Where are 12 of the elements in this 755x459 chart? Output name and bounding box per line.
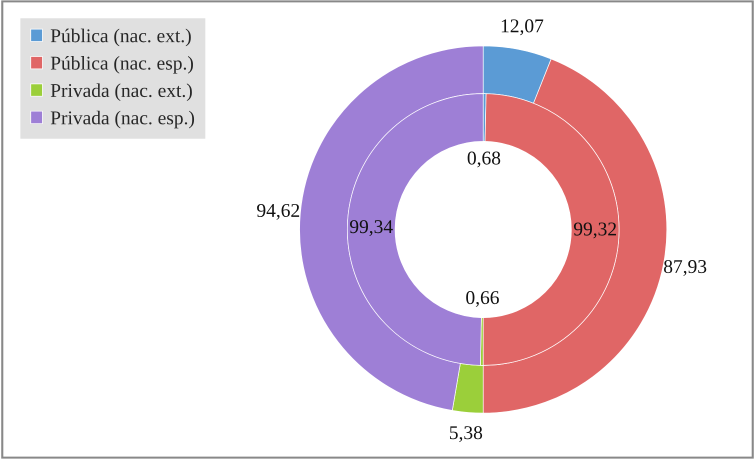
data-label: 5,38 xyxy=(450,426,482,442)
data-label: 12,07 xyxy=(502,19,544,36)
legend-label: Privada (nac. esp.) xyxy=(50,110,194,128)
data-label: 0,66 xyxy=(466,291,499,307)
data-label: 99,32 xyxy=(574,222,616,238)
data-label: 87,93 xyxy=(664,260,706,276)
legend-label: Pública (nac. esp.) xyxy=(50,56,193,74)
data-label: 94,62 xyxy=(257,204,300,220)
legend-label: Pública (nac. ext.) xyxy=(50,28,191,46)
data-label: 99,34 xyxy=(350,220,393,236)
data-label: 0,68 xyxy=(468,151,500,168)
legend-label: Privada (nac. ext.) xyxy=(50,83,192,102)
